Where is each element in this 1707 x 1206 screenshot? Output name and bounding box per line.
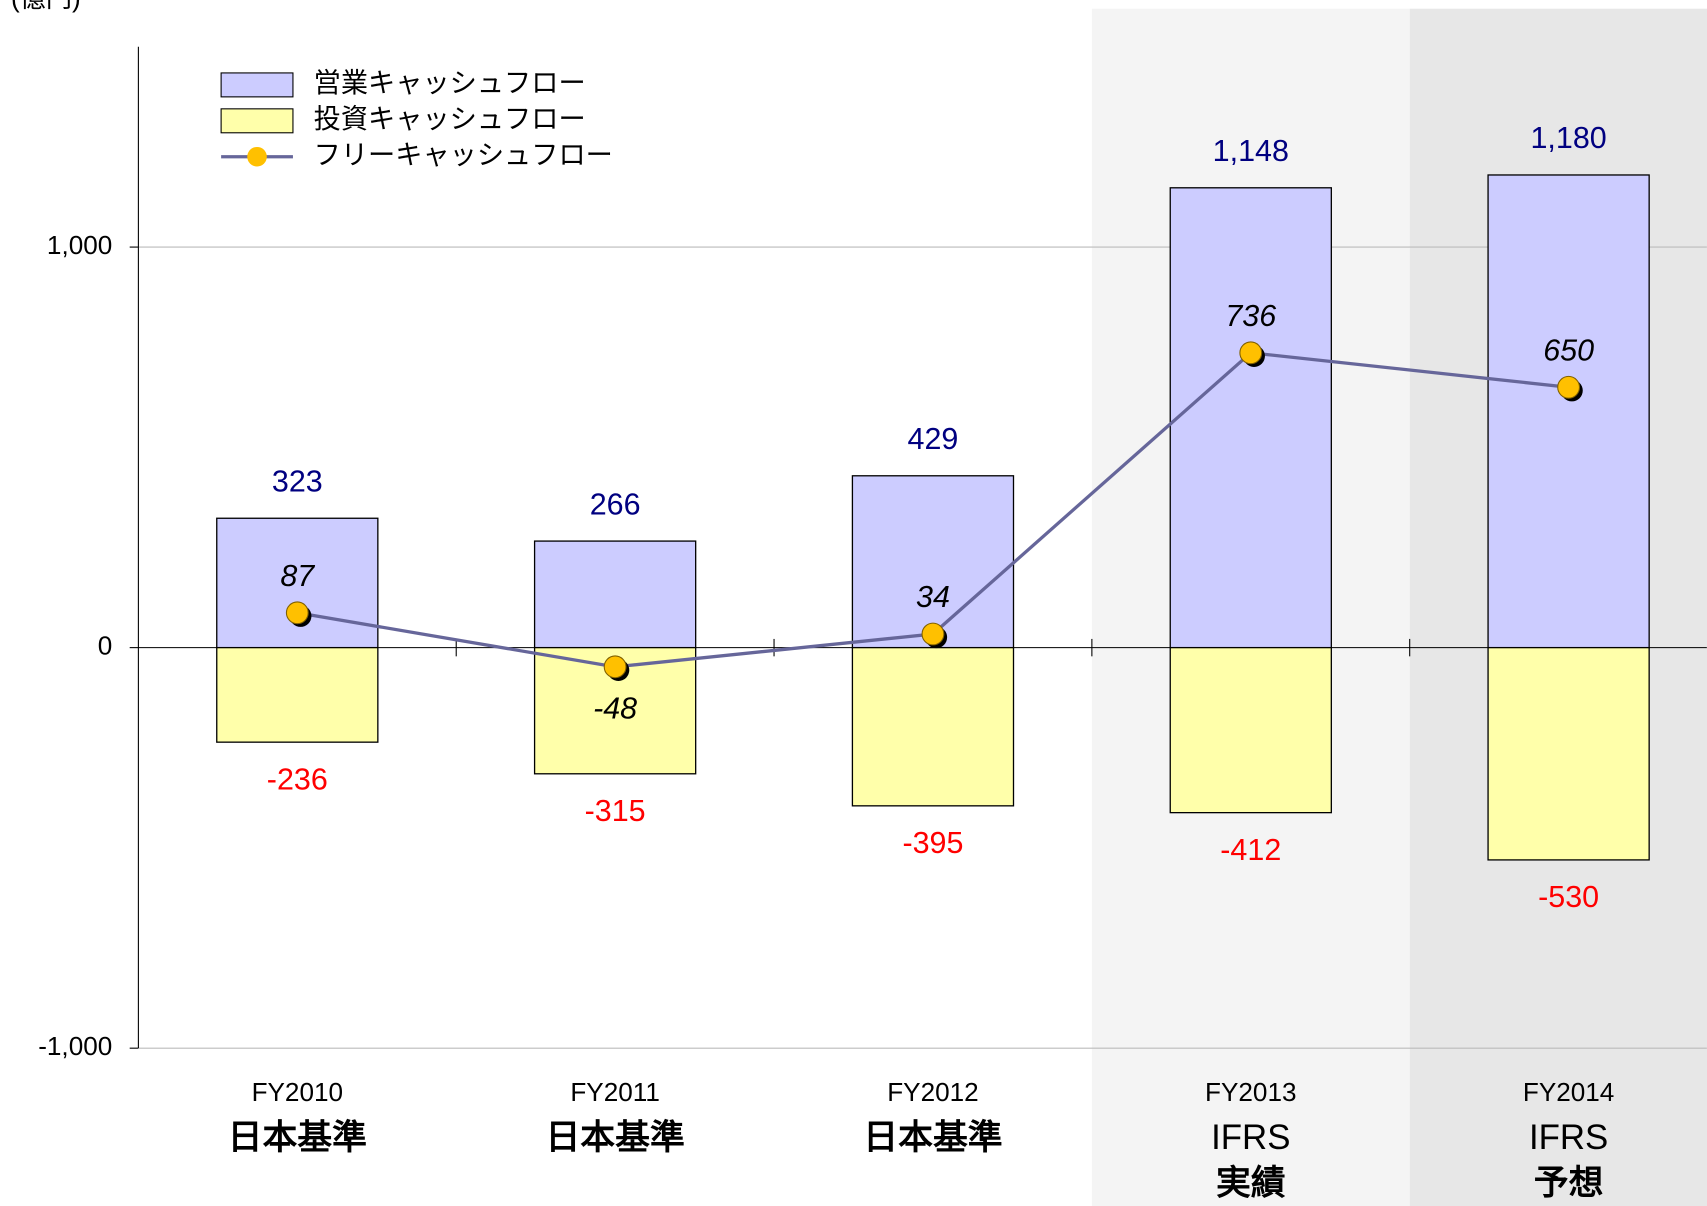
x-tick-label: 予想 — [1534, 1164, 1604, 1203]
marker — [1239, 341, 1263, 365]
value-label: 323 — [272, 464, 323, 498]
marker — [1557, 375, 1581, 399]
value-label: 1,180 — [1530, 121, 1606, 155]
value-label: 34 — [916, 580, 950, 614]
legend-marker — [247, 146, 267, 167]
x-tick-label: IFRS — [1529, 1118, 1608, 1157]
x-tick-label: FY2012 — [887, 1077, 978, 1107]
marker — [921, 622, 945, 646]
marker — [603, 655, 627, 679]
bar — [851, 475, 1015, 649]
y-tick-label: 1,000 — [47, 230, 112, 260]
value-label: 736 — [1225, 299, 1276, 333]
legend-swatch — [220, 72, 294, 98]
value-label: -412 — [1220, 833, 1281, 867]
y-tick-label: -1,000 — [38, 1031, 112, 1061]
value-label: 266 — [590, 487, 641, 521]
x-tick-label: FY2014 — [1523, 1077, 1614, 1107]
unit-label: (億円) — [11, 0, 81, 13]
x-tick-label: FY2013 — [1205, 1077, 1296, 1107]
value-label: -315 — [585, 794, 646, 828]
value-label: -236 — [267, 762, 328, 796]
x-tick-label: FY2011 — [570, 1077, 660, 1107]
marker — [285, 601, 309, 625]
value-label: 650 — [1543, 333, 1594, 367]
x-tick-label: IFRS — [1211, 1118, 1290, 1157]
bar — [1169, 187, 1332, 649]
y-tick-label: 0 — [98, 631, 113, 661]
bar — [533, 540, 697, 649]
x-tick-label: 日本基準 — [545, 1118, 684, 1157]
legend-swatch — [220, 108, 294, 134]
x-tick-label: FY2010 — [252, 1077, 343, 1107]
value-label: -48 — [593, 691, 637, 725]
bar — [1487, 646, 1650, 861]
x-tick-label: 実績 — [1216, 1164, 1286, 1203]
x-tick-label: 日本基準 — [228, 1118, 367, 1157]
legend-label: 営業キャッシュフロー — [314, 67, 586, 98]
bar — [216, 646, 379, 743]
x-tick-label: 日本基準 — [863, 1118, 1002, 1157]
value-label: 87 — [280, 559, 315, 593]
bar — [1487, 174, 1650, 649]
legend-label: 投資キャッシュフロー — [314, 103, 586, 134]
legend-label: フリーキャッシュフロー — [314, 139, 613, 170]
value-label: -395 — [902, 826, 963, 860]
value-label: 1,148 — [1213, 134, 1289, 168]
value-label: -530 — [1538, 880, 1599, 914]
value-label: 429 — [908, 422, 959, 456]
bar — [851, 646, 1015, 807]
bar — [1169, 646, 1332, 814]
